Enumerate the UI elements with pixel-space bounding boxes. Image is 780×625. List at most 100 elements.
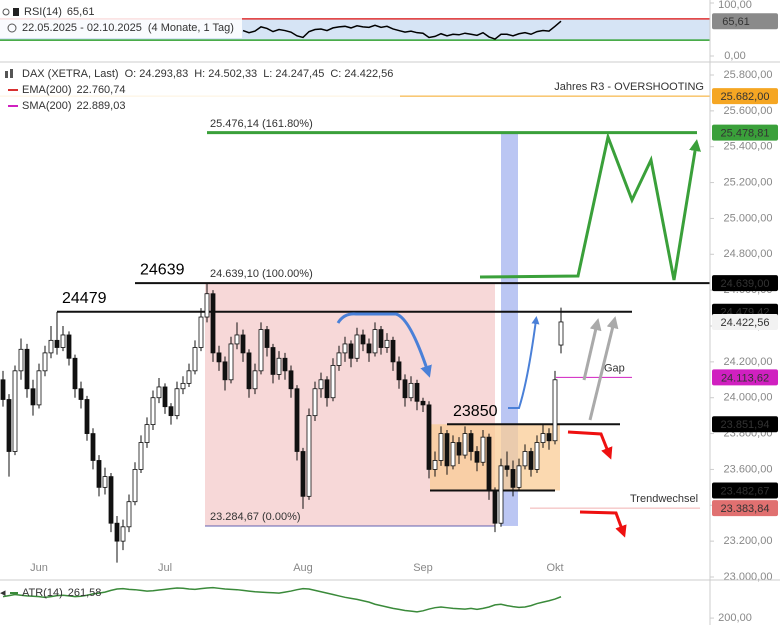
candle-body bbox=[540, 433, 546, 443]
price-tag bbox=[712, 416, 778, 433]
candle-body bbox=[228, 343, 234, 381]
y-tick-label: 0,00 bbox=[724, 50, 745, 62]
price-tag bbox=[712, 313, 778, 330]
candle-body bbox=[342, 343, 348, 354]
arrow-layer bbox=[336, 131, 701, 538]
candle-body bbox=[186, 370, 192, 384]
price-tag bbox=[712, 500, 778, 517]
quote-high: H: 24.502,33 bbox=[194, 68, 257, 80]
candle-body bbox=[312, 388, 318, 417]
price-tag-label: 23.851,94 bbox=[721, 419, 770, 431]
y-tick-label: 100,00 bbox=[718, 0, 752, 11]
level-annotation: Jahres R3 - OVERSHOOTING bbox=[554, 81, 704, 93]
candle-body bbox=[498, 465, 504, 524]
main-legend: DAX (XETRA, Last) O: 24.293,83 H: 24.502,3… bbox=[22, 68, 393, 80]
candle-body bbox=[180, 382, 186, 390]
candle-body bbox=[258, 329, 264, 372]
legend-box bbox=[0, 2, 242, 38]
y-tick-label: 25.200,00 bbox=[724, 176, 773, 188]
candle-body bbox=[84, 399, 90, 434]
red-arrow bbox=[567, 430, 613, 460]
candle-body bbox=[60, 334, 66, 348]
candle-body bbox=[456, 442, 462, 456]
level-label: 23850 bbox=[453, 403, 498, 420]
clock-icon bbox=[7, 23, 17, 33]
candle-body bbox=[0, 379, 6, 400]
price-tag-label: 25.478,81 bbox=[721, 127, 770, 139]
candle-body bbox=[462, 433, 468, 456]
candle-body bbox=[330, 365, 336, 399]
blue-arrow bbox=[336, 312, 432, 378]
candle-body bbox=[198, 316, 204, 348]
candle-body bbox=[450, 442, 456, 467]
x-tick-label: Okt bbox=[546, 562, 563, 574]
price-tag-label: 23.482,67 bbox=[721, 485, 770, 497]
candle-body bbox=[384, 339, 390, 348]
legend-swatch bbox=[13, 8, 19, 16]
candle-body bbox=[156, 386, 162, 399]
indicator-label: EMA(200) 22.760,74 bbox=[22, 84, 125, 96]
candle-body bbox=[438, 433, 444, 461]
fib-label: 23.284,67 (0.00%) bbox=[210, 511, 301, 523]
legend-swatch bbox=[10, 69, 13, 78]
candle-body bbox=[432, 460, 438, 470]
candle-body bbox=[378, 329, 384, 348]
y-tick-label: 24.000,00 bbox=[724, 392, 773, 404]
candle-body bbox=[96, 460, 102, 488]
indicator-value: 22.760,74 bbox=[77, 84, 126, 96]
fib-label: 25.476,14 (161.80%) bbox=[210, 118, 313, 130]
indicator-label: SMA(200) 22.889,03 bbox=[22, 100, 125, 112]
candle-body bbox=[360, 334, 366, 345]
price-tag-label: 23.383,84 bbox=[721, 503, 770, 515]
candle-body bbox=[108, 476, 114, 524]
y-tick-label: 200,00 bbox=[718, 612, 752, 624]
candle-body bbox=[522, 451, 528, 467]
candle-body bbox=[132, 469, 138, 503]
rsi-value: 65,61 bbox=[67, 6, 95, 18]
x-tick-label: Aug bbox=[293, 562, 313, 574]
rsi-legend: RSI(14) 65,61 bbox=[24, 6, 94, 18]
candle-body bbox=[120, 526, 126, 542]
candle-layer bbox=[0, 20, 564, 613]
quote-close: C: 24.422,56 bbox=[330, 68, 393, 80]
price-tag-label: 25.682,00 bbox=[721, 91, 770, 103]
candle-body bbox=[516, 465, 522, 488]
price-tag bbox=[712, 124, 778, 141]
candle-body bbox=[306, 415, 312, 497]
candle-body bbox=[54, 339, 60, 348]
candle-body bbox=[192, 347, 198, 372]
indicator-line bbox=[242, 20, 562, 40]
candle-body bbox=[276, 357, 282, 375]
rsi-name: RSI(14) bbox=[24, 6, 62, 18]
y-tick-label: 23.200,00 bbox=[724, 535, 773, 547]
candle-body bbox=[240, 334, 246, 354]
price-tag-label: 24.639,00 bbox=[721, 278, 770, 290]
candle-body bbox=[552, 379, 558, 442]
blue-arrow bbox=[508, 316, 540, 409]
legend-box bbox=[0, 66, 400, 112]
eye-icon bbox=[2, 8, 10, 16]
y-tick-label: 25.000,00 bbox=[724, 212, 773, 224]
x-tick-label: Jun bbox=[30, 562, 48, 574]
level-label: 24479 bbox=[62, 290, 107, 307]
gray-arrow bbox=[588, 316, 619, 421]
candle-body bbox=[444, 433, 450, 467]
price-tag bbox=[712, 369, 778, 386]
candle-body bbox=[300, 451, 306, 497]
candle-body bbox=[48, 339, 54, 354]
price-tag bbox=[712, 13, 778, 30]
y-tick-label: 23.000,00 bbox=[724, 571, 773, 583]
y-tick-label: 24.200,00 bbox=[724, 356, 773, 368]
price-tag-label: 24.113,62 bbox=[721, 372, 769, 384]
candle-body bbox=[354, 334, 360, 359]
candle-body bbox=[318, 379, 324, 390]
candle-body bbox=[294, 388, 300, 452]
range-zone bbox=[430, 424, 560, 491]
price-tag bbox=[712, 88, 778, 105]
indicator-value: 22.889,03 bbox=[77, 100, 126, 112]
level-annotation: Trendwechsel bbox=[630, 493, 698, 505]
y-tick-label: 23.600,00 bbox=[724, 463, 773, 475]
candle-body bbox=[78, 388, 84, 400]
candle-body bbox=[390, 339, 396, 363]
